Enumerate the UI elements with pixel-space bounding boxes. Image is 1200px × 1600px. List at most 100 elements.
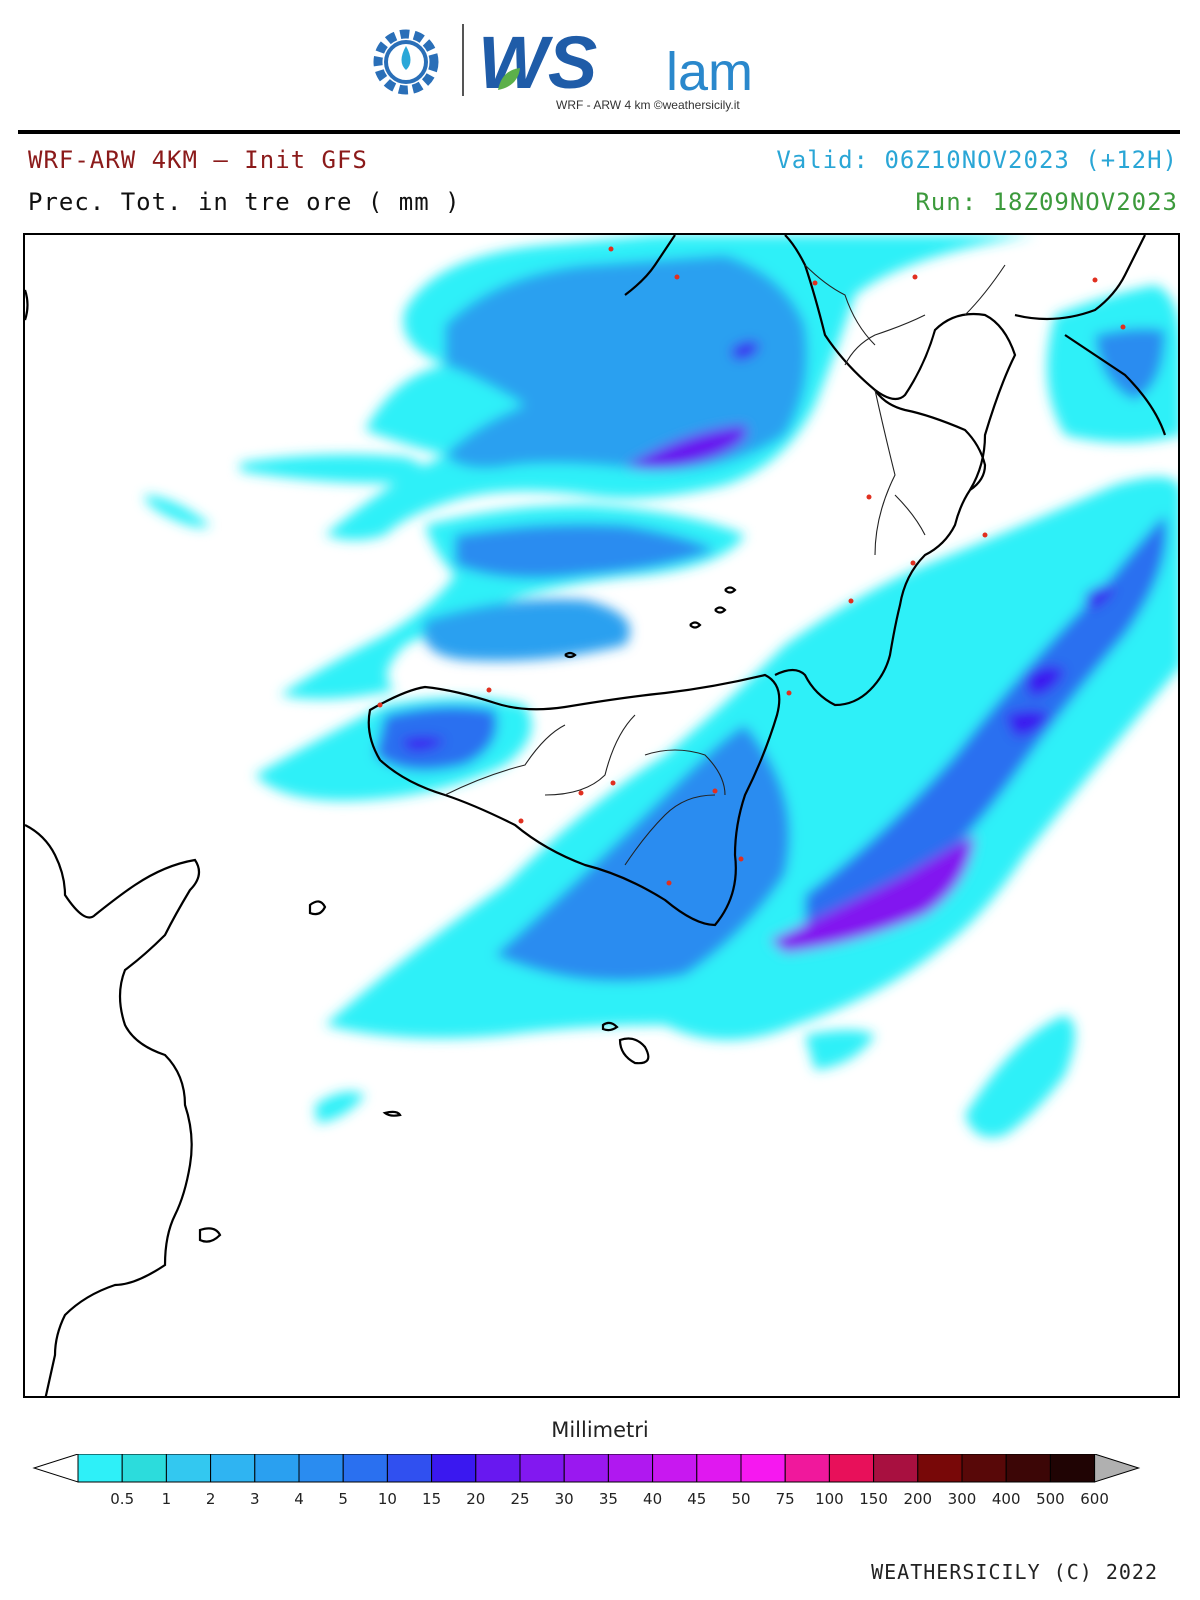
legend-title: Millimetri (551, 1418, 649, 1442)
coast-africa (25, 824, 201, 1396)
coastlines (25, 235, 1167, 1396)
colorbar-under-arrow (32, 1454, 79, 1483)
model-title: WRF-ARW 4KM — Init GFS (28, 146, 368, 174)
city-marker (674, 274, 680, 280)
colorbar-tick-label: 100 (815, 1490, 844, 1508)
precip-area-north-mid (445, 255, 808, 471)
precip-area-south-cells (965, 1015, 1075, 1138)
precip-area-ionian-core (770, 835, 975, 953)
run-time: Run: 18Z09NOV2023 (915, 188, 1178, 216)
islands-aeolian (689, 586, 737, 629)
colorbar-box (740, 1454, 786, 1483)
precip-area-west-streak (240, 454, 425, 484)
logo-tagline: WRF - ARW 4 km ©weathersicily.it (556, 98, 740, 112)
city-marker (1120, 324, 1126, 330)
colorbar-over-arrow (1094, 1454, 1141, 1483)
colorbar-tick-label: 2 (206, 1490, 216, 1508)
colorbar-tick-label: 75 (776, 1490, 795, 1508)
wslam-logo: WS lam WRF - ARW 4 km ©weathersicily.it (373, 21, 753, 112)
header-divider (18, 130, 1180, 134)
colorbar-tick-label: 600 (1080, 1490, 1109, 1508)
colorbar-tick-label: 50 (731, 1490, 750, 1508)
precip-area-ionian-core4 (1085, 584, 1115, 609)
colorbar-box (121, 1454, 167, 1483)
coast-gulf-taranto (874, 312, 1017, 491)
colorbar-tick-label: 5 (338, 1490, 348, 1508)
island-malta (618, 1037, 650, 1065)
colorbar: 0.5 1 2 3 4 5 10 15 20 25 30 35 40 45 50 75 100 150 200 300… (32, 1454, 1141, 1508)
colorbar-box (165, 1454, 212, 1483)
city-marker (610, 780, 616, 786)
city-marker (738, 856, 744, 862)
colorbar-tick-label: 500 (1036, 1490, 1065, 1508)
city-marker (377, 702, 383, 708)
colorbar-box (386, 1454, 433, 1483)
colorbar-box (873, 1454, 919, 1483)
city-marker (518, 818, 524, 824)
precip-area-south-cells2 (805, 1030, 875, 1070)
precip-field (144, 235, 1178, 1138)
precip-area-calabria-east-blue (1095, 328, 1165, 400)
colorbar-tick-label: 0.5 (110, 1490, 134, 1508)
colorbar-tick-label: 20 (466, 1490, 485, 1508)
precip-area-ionian-core2 (1005, 710, 1050, 737)
colorbar-box (961, 1454, 1007, 1483)
precipitation-map (23, 233, 1180, 1398)
island-ustica (564, 651, 577, 659)
colorbar-tick-label: 15 (422, 1490, 441, 1508)
colorbar-tick-label: 35 (599, 1490, 618, 1508)
coast-puglia (1014, 235, 1146, 321)
colorbar-box (784, 1454, 830, 1483)
city-marker (608, 246, 614, 252)
city-marker (712, 788, 718, 794)
city-marker (486, 687, 492, 693)
colorbar-tick-label: 10 (378, 1490, 397, 1508)
precip-area-south-cells3 (315, 1091, 365, 1123)
city-marker (982, 532, 988, 538)
precip-area-mid-blue2 (423, 599, 630, 661)
colorbar-box (563, 1454, 609, 1483)
colorbar-box (475, 1454, 521, 1483)
colorbar-box (696, 1454, 742, 1483)
colorbar-box (254, 1454, 300, 1483)
colorbar-box (607, 1454, 654, 1483)
coast-calabria (774, 235, 987, 707)
credit-text: WEATHERSICILY (C) 2022 (871, 1560, 1158, 1584)
colorbar-tick-label: 300 (948, 1490, 977, 1508)
colorbar-box (342, 1454, 388, 1483)
colorbar-box (652, 1454, 698, 1483)
city-marker (812, 280, 818, 286)
colorbar-box (519, 1454, 565, 1483)
colorbar-box (828, 1454, 875, 1483)
city-marker (912, 274, 918, 280)
city-marker (1092, 277, 1098, 283)
admin-borders (444, 264, 1006, 866)
colorbar-box (1005, 1454, 1051, 1483)
island-pantelleria (308, 900, 327, 916)
precip-area-west-dash (144, 495, 210, 528)
precip-area-north-core2 (730, 341, 760, 360)
coast-salento (1064, 334, 1167, 436)
colorbar-tick-label: 3 (250, 1490, 260, 1508)
colorbar-box (431, 1454, 477, 1483)
colorbar-box (210, 1454, 256, 1483)
colorbar-tick-label: 45 (687, 1490, 706, 1508)
precip-area-sicily-nw-core (400, 736, 445, 752)
city-marker (866, 494, 872, 500)
coast-campania (624, 235, 676, 296)
colorbar-box (1049, 1454, 1096, 1483)
precip-area-ionian-band (805, 515, 1167, 927)
colorbar-tick-label: 25 (510, 1490, 529, 1508)
city-marker (666, 880, 672, 886)
map-canvas (25, 235, 1178, 1396)
colorbar-tick-label: 4 (294, 1490, 304, 1508)
city-marker (910, 560, 916, 566)
colorbar-tick-label: 1 (162, 1490, 172, 1508)
colorbar-box (917, 1454, 963, 1483)
city-marker (848, 598, 854, 604)
coast-sicily (367, 673, 781, 927)
field-title: Prec. Tot. in tre ore ( mm ) (28, 188, 461, 216)
colorbar-tick-label: 30 (555, 1490, 574, 1508)
island-lampedusa (382, 1110, 402, 1117)
city-marker (786, 690, 792, 696)
